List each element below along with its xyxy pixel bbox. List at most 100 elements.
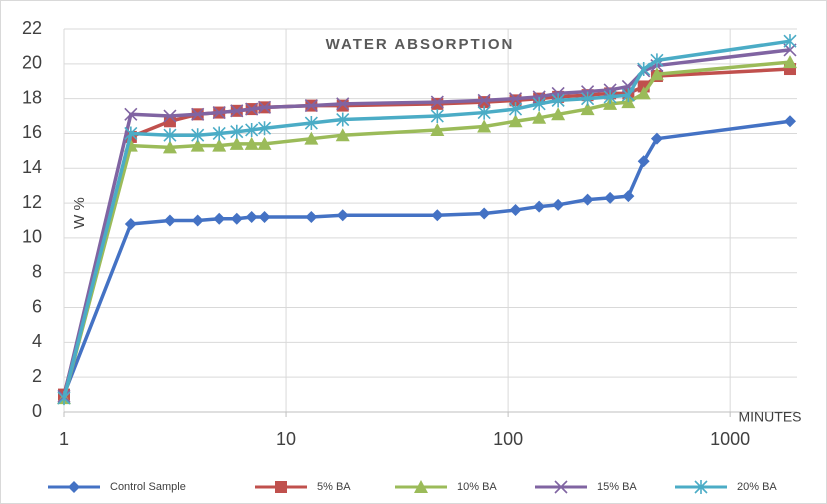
x-tick-label: 1000 bbox=[710, 429, 750, 449]
marker bbox=[257, 100, 272, 114]
y-tick-label: 22 bbox=[22, 18, 42, 38]
legend-label: 15% BA bbox=[597, 481, 637, 493]
marker bbox=[551, 93, 565, 108]
marker bbox=[191, 107, 205, 121]
marker bbox=[336, 209, 349, 222]
marker bbox=[650, 132, 663, 145]
marker bbox=[581, 193, 594, 206]
marker bbox=[694, 480, 708, 494]
y-tick-label: 16 bbox=[22, 122, 42, 142]
marker bbox=[212, 138, 227, 152]
marker bbox=[305, 211, 318, 224]
marker bbox=[783, 55, 798, 69]
marker bbox=[304, 99, 318, 113]
marker bbox=[163, 214, 176, 227]
marker bbox=[430, 109, 444, 124]
plot bbox=[57, 34, 798, 406]
marker bbox=[124, 107, 138, 121]
marker bbox=[552, 198, 565, 211]
y-tick-label: 0 bbox=[32, 401, 42, 421]
marker bbox=[604, 191, 617, 204]
marker bbox=[245, 102, 259, 116]
marker bbox=[581, 91, 595, 106]
marker bbox=[477, 119, 492, 133]
marker bbox=[304, 116, 318, 131]
marker bbox=[336, 97, 350, 111]
marker bbox=[430, 122, 445, 136]
marker bbox=[335, 128, 350, 142]
marker bbox=[621, 88, 635, 103]
marker bbox=[784, 115, 797, 128]
marker bbox=[532, 110, 547, 124]
marker bbox=[191, 128, 205, 143]
marker bbox=[509, 204, 522, 217]
marker bbox=[230, 212, 243, 225]
y-tick-label: 18 bbox=[22, 87, 42, 107]
legend-label: 10% BA bbox=[457, 481, 497, 493]
marker bbox=[191, 214, 204, 227]
marker bbox=[478, 207, 491, 220]
marker bbox=[212, 126, 226, 141]
marker bbox=[508, 114, 523, 128]
marker bbox=[190, 138, 205, 152]
legend-label: Control Sample bbox=[110, 481, 186, 493]
marker bbox=[414, 480, 428, 493]
x-tick-label: 1 bbox=[59, 429, 69, 449]
marker bbox=[336, 112, 350, 127]
y-tick-label: 20 bbox=[22, 53, 42, 73]
marker bbox=[551, 107, 566, 121]
y-tick-label: 2 bbox=[32, 366, 42, 386]
marker bbox=[304, 131, 319, 145]
marker bbox=[245, 122, 259, 137]
marker bbox=[213, 212, 226, 225]
marker bbox=[477, 105, 491, 120]
marker bbox=[230, 104, 244, 118]
marker bbox=[636, 86, 651, 100]
y-tick-label: 6 bbox=[32, 296, 42, 316]
marker bbox=[162, 140, 177, 154]
y-tick-label: 4 bbox=[32, 331, 42, 351]
marker bbox=[622, 190, 635, 203]
grid: 0 2 4 6 8 10 12 14 16 18 20 22 1 10 100 1000 bbox=[22, 18, 797, 449]
marker bbox=[431, 209, 444, 222]
marker bbox=[257, 136, 272, 150]
marker bbox=[275, 481, 287, 493]
marker bbox=[212, 105, 226, 120]
x-tick-label: 10 bbox=[276, 429, 296, 449]
marker bbox=[163, 109, 177, 123]
marker bbox=[258, 211, 271, 224]
marker bbox=[783, 34, 797, 49]
marker bbox=[244, 136, 259, 150]
marker bbox=[508, 92, 523, 106]
marker bbox=[257, 121, 272, 136]
marker bbox=[124, 126, 138, 141]
marker bbox=[245, 211, 258, 224]
x-axis-label: MINUTES bbox=[739, 409, 802, 425]
marker bbox=[163, 128, 177, 143]
y-tick-label: 8 bbox=[32, 261, 42, 281]
marker bbox=[580, 102, 595, 116]
legend-label: 20% BA bbox=[737, 481, 777, 493]
marker bbox=[57, 391, 71, 406]
marker bbox=[430, 95, 444, 109]
marker bbox=[68, 481, 80, 493]
legend-label: 5% BA bbox=[317, 481, 351, 493]
marker bbox=[603, 89, 617, 104]
x-tick-label: 100 bbox=[493, 429, 523, 449]
marker bbox=[637, 155, 650, 168]
marker bbox=[649, 67, 664, 81]
marker bbox=[532, 96, 546, 111]
y-axis-label: W % bbox=[71, 197, 88, 229]
marker bbox=[229, 136, 244, 150]
marker bbox=[554, 480, 568, 494]
marker bbox=[477, 93, 491, 107]
marker bbox=[230, 124, 244, 139]
y-tick-label: 10 bbox=[22, 227, 42, 247]
y-tick-label: 14 bbox=[22, 157, 42, 177]
chart-title: WATER ABSORPTION bbox=[326, 36, 515, 53]
marker bbox=[637, 62, 651, 77]
y-tick-label: 12 bbox=[22, 192, 42, 212]
